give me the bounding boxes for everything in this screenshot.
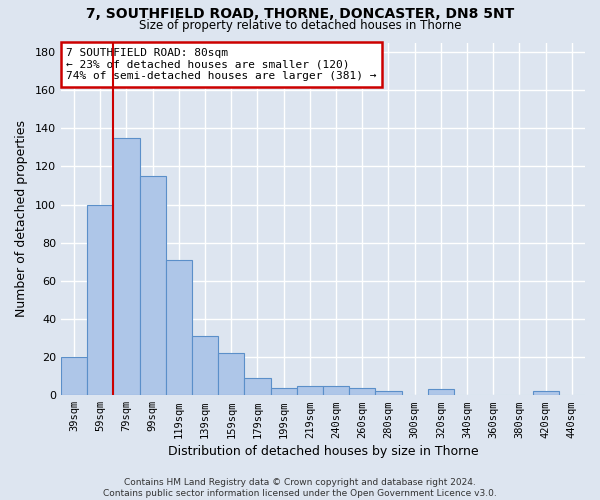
Bar — [376, 392, 401, 395]
Text: 7, SOUTHFIELD ROAD, THORNE, DONCASTER, DN8 5NT: 7, SOUTHFIELD ROAD, THORNE, DONCASTER, D… — [86, 8, 514, 22]
X-axis label: Distribution of detached houses by size in Thorne: Distribution of detached houses by size … — [167, 444, 478, 458]
Bar — [349, 388, 376, 395]
Bar — [271, 388, 297, 395]
Y-axis label: Number of detached properties: Number of detached properties — [15, 120, 28, 318]
Bar — [140, 176, 166, 395]
Bar — [244, 378, 271, 395]
Text: Contains HM Land Registry data © Crown copyright and database right 2024.
Contai: Contains HM Land Registry data © Crown c… — [103, 478, 497, 498]
Bar — [113, 138, 140, 395]
Text: 7 SOUTHFIELD ROAD: 80sqm
← 23% of detached houses are smaller (120)
74% of semi-: 7 SOUTHFIELD ROAD: 80sqm ← 23% of detach… — [66, 48, 377, 81]
Bar — [297, 386, 323, 395]
Bar — [533, 392, 559, 395]
Bar — [87, 204, 113, 395]
Bar — [218, 354, 244, 395]
Bar — [61, 357, 87, 395]
Bar — [428, 390, 454, 395]
Bar — [166, 260, 192, 395]
Bar — [192, 336, 218, 395]
Text: Size of property relative to detached houses in Thorne: Size of property relative to detached ho… — [139, 19, 461, 32]
Bar — [323, 386, 349, 395]
